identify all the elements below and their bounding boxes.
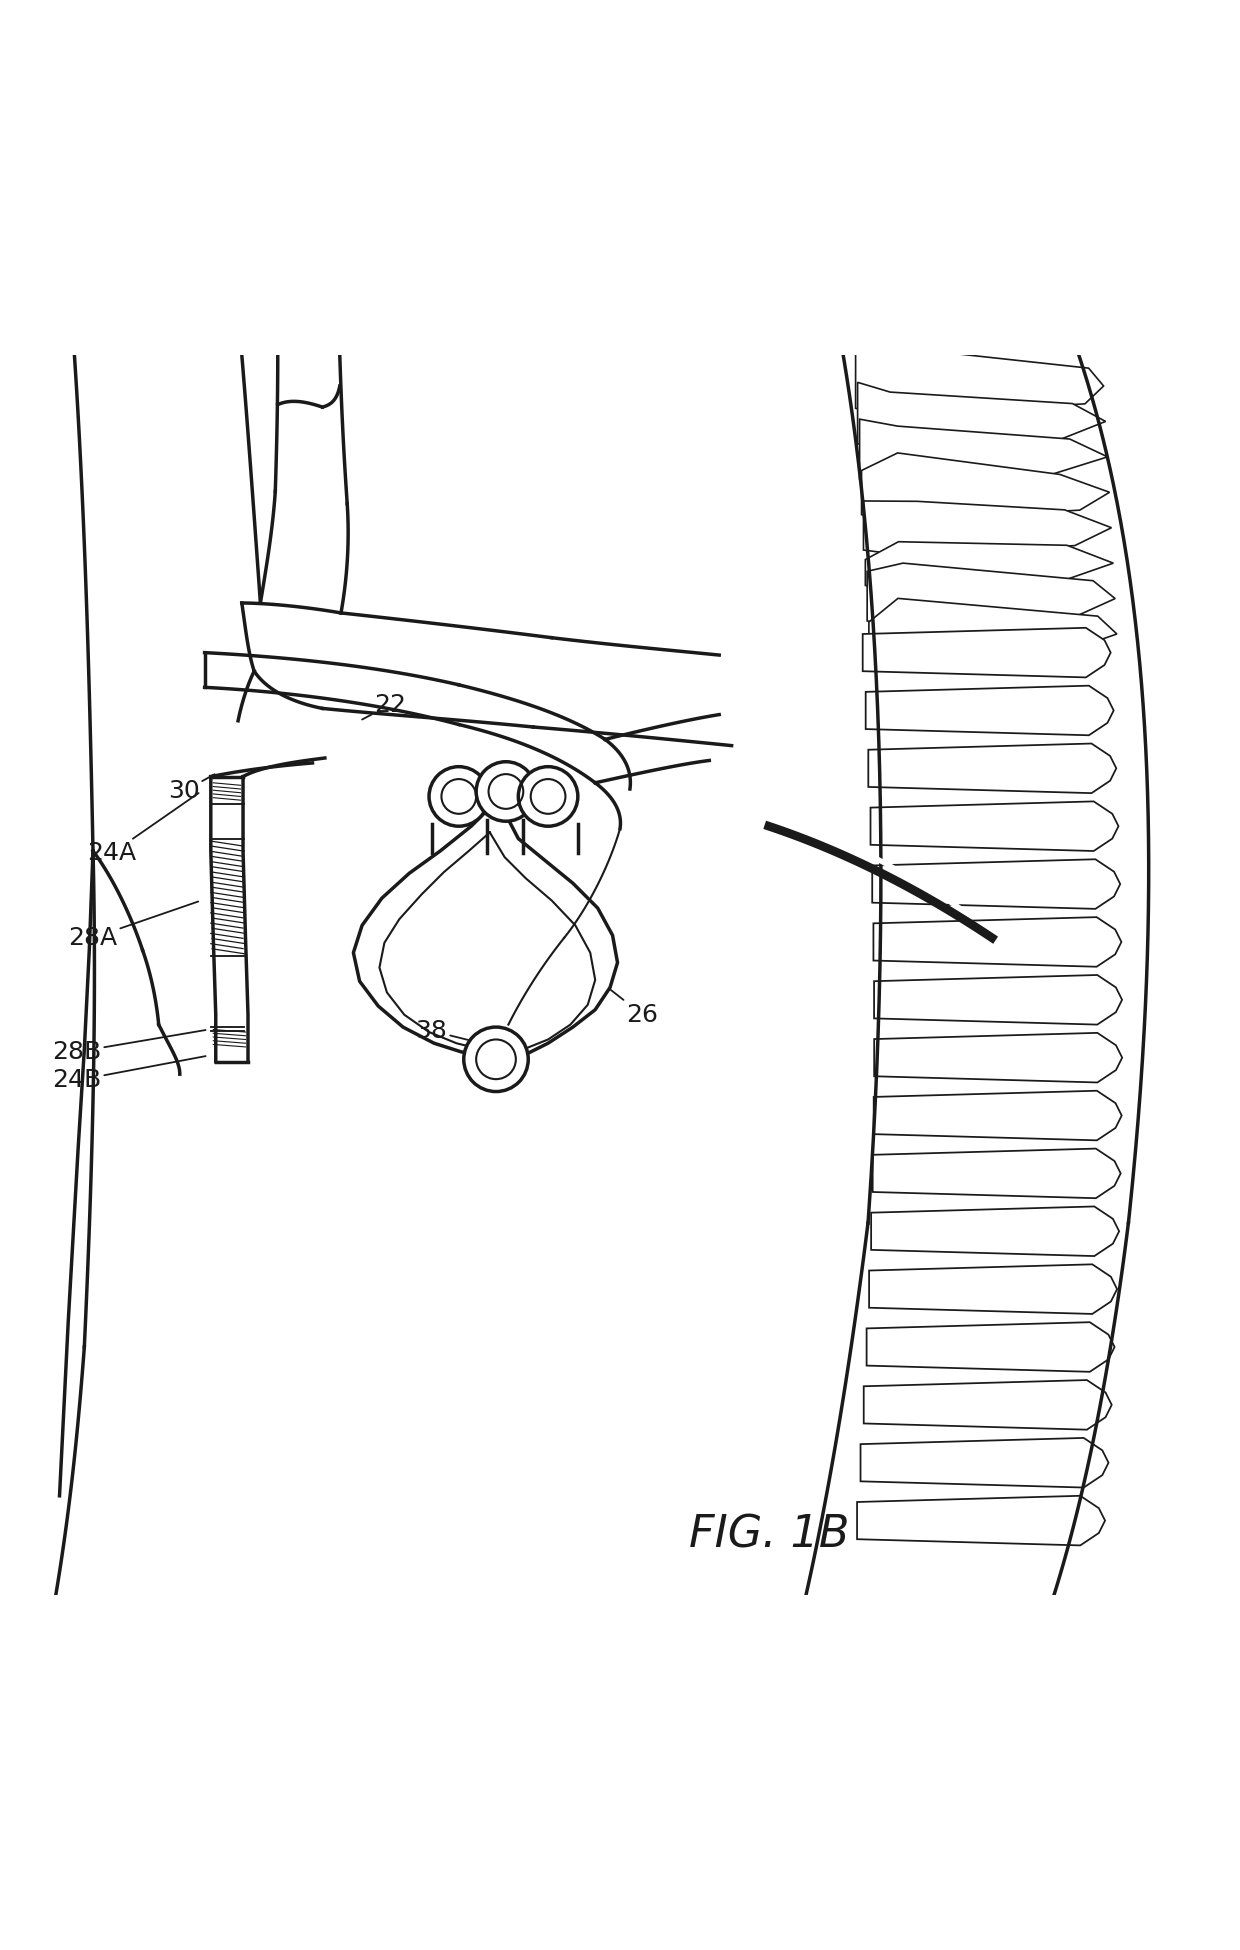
Polygon shape	[874, 975, 1122, 1024]
Polygon shape	[862, 452, 1110, 521]
Circle shape	[429, 766, 489, 827]
Polygon shape	[867, 564, 1115, 628]
Polygon shape	[873, 1149, 1121, 1197]
Polygon shape	[859, 419, 1107, 486]
Polygon shape	[866, 686, 1114, 735]
Polygon shape	[872, 1207, 1120, 1256]
Polygon shape	[868, 743, 1116, 794]
Text: 28B: 28B	[52, 1030, 206, 1065]
Text: 38: 38	[415, 1018, 503, 1049]
Polygon shape	[866, 542, 1114, 593]
Polygon shape	[857, 1496, 1105, 1546]
Polygon shape	[874, 1034, 1122, 1082]
Polygon shape	[870, 801, 1118, 850]
Polygon shape	[864, 1381, 1112, 1429]
Polygon shape	[869, 599, 1117, 663]
Polygon shape	[874, 1090, 1122, 1141]
Circle shape	[464, 1028, 528, 1092]
Text: 30: 30	[167, 774, 215, 803]
Circle shape	[476, 762, 536, 821]
Polygon shape	[873, 916, 1121, 967]
Polygon shape	[867, 1322, 1115, 1371]
Polygon shape	[863, 501, 1111, 558]
Text: 24A: 24A	[87, 794, 198, 866]
Polygon shape	[869, 1264, 1117, 1314]
Polygon shape	[863, 628, 1111, 677]
Text: 22: 22	[362, 692, 407, 720]
Polygon shape	[872, 860, 1120, 909]
Polygon shape	[856, 347, 1104, 415]
Text: 28A: 28A	[68, 901, 198, 950]
Circle shape	[518, 766, 578, 827]
Text: 24B: 24B	[52, 1057, 206, 1092]
Polygon shape	[858, 382, 1106, 450]
Polygon shape	[861, 1437, 1109, 1488]
Text: 26: 26	[610, 989, 658, 1028]
Text: FIG. 1B: FIG. 1B	[688, 1513, 849, 1556]
